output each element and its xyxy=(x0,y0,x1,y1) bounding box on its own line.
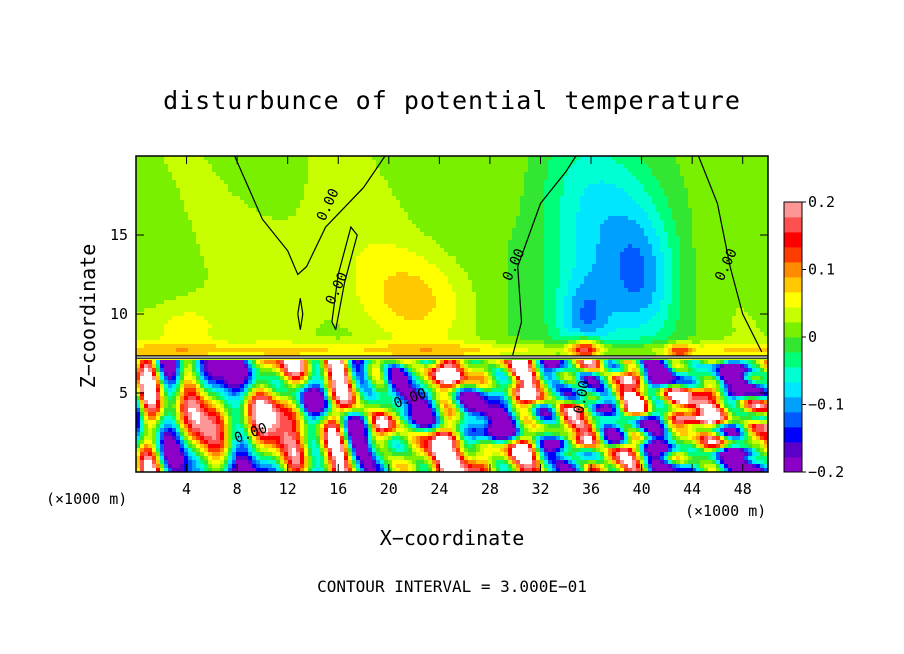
y-tick-label-10: 10 xyxy=(110,305,128,323)
contour-label: 0.00 xyxy=(571,379,593,415)
x-unit-left: (×1000 m) xyxy=(46,490,128,508)
x-axis-label: X−coordinate xyxy=(379,526,525,550)
x-tick-label-12: 12 xyxy=(279,480,297,498)
colorbar-swatch xyxy=(784,322,802,338)
colorbar-swatch xyxy=(784,367,802,383)
x-tick-label-40: 40 xyxy=(633,480,651,498)
colorbar-swatch xyxy=(784,232,802,248)
colorbar-swatch xyxy=(784,217,802,233)
x-tick-label-48: 48 xyxy=(734,480,752,498)
contour-interval-note: CONTOUR INTERVAL = 3.000E−01 xyxy=(317,577,587,596)
colorbar-swatch xyxy=(784,457,802,473)
colorbar-tick-label: −0.1 xyxy=(808,396,844,414)
colorbar-swatch xyxy=(784,202,802,218)
colorbar-swatch xyxy=(784,277,802,293)
x-tick-label-16: 16 xyxy=(329,480,347,498)
x-tick-label-28: 28 xyxy=(481,480,499,498)
colorbar-tick-label: 0.1 xyxy=(808,261,835,279)
colorbar-swatch xyxy=(784,427,802,443)
x-tick-label-8: 8 xyxy=(233,480,242,498)
x-tick-label-36: 36 xyxy=(582,480,600,498)
colorbar-swatch xyxy=(784,307,802,323)
y-tick-label-5: 5 xyxy=(119,384,128,402)
y-axis-label: Z−coordinate xyxy=(76,243,100,389)
colorbar-swatch xyxy=(784,397,802,413)
colorbar-tick-label: −0.2 xyxy=(808,463,844,481)
colorbar-swatch xyxy=(784,412,802,428)
x-unit-right: (×1000 m) xyxy=(685,502,767,520)
colorbar-swatch xyxy=(784,292,802,308)
x-tick-label-20: 20 xyxy=(380,480,398,498)
x-tick-label-24: 24 xyxy=(430,480,448,498)
colorbar-tick-label: 0 xyxy=(808,328,817,346)
colorbar-swatch xyxy=(784,337,802,353)
x-tick-label-32: 32 xyxy=(531,480,549,498)
colorbar-swatch xyxy=(784,382,802,398)
x-tick-label-44: 44 xyxy=(683,480,701,498)
colorbar-swatch xyxy=(784,352,802,368)
y-tick-label-15: 15 xyxy=(110,226,128,244)
x-tick-label-4: 4 xyxy=(182,480,191,498)
colorbar-swatch xyxy=(784,442,802,458)
colorbar-swatch xyxy=(784,247,802,263)
chart-title: disturbunce of potential temperature xyxy=(163,86,741,115)
colorbar-swatch xyxy=(784,262,802,278)
colorbar-tick-label: 0.2 xyxy=(808,193,835,211)
